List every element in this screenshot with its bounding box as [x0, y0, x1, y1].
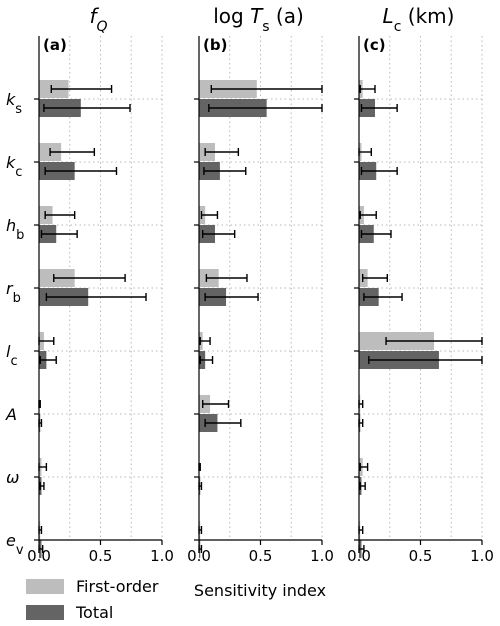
x-tick-label: 1.0: [310, 547, 334, 565]
y-tick-label-A: A: [5, 405, 17, 424]
error-bar-first-order-kc: [204, 148, 240, 156]
error-bar-total-hb: [360, 230, 392, 238]
x-tick-label: 0.0: [27, 547, 51, 565]
panel-title: log Ts (a): [213, 4, 304, 35]
panel-label: (b): [203, 36, 227, 54]
error-bar-first-order-ks: [50, 85, 113, 93]
error-bar-first-order-omega: [359, 463, 369, 471]
error-bar-total-hb: [201, 230, 236, 238]
error-bar-total-ks: [43, 104, 131, 112]
error-bar-total-rb: [363, 293, 403, 301]
panel-title: fQ: [89, 4, 107, 35]
error-bar-first-order-rb: [53, 274, 126, 282]
error-bar-total-lc: [199, 356, 214, 364]
legend-label-first-order: First-order: [76, 577, 159, 596]
legend: First-order Total: [26, 577, 159, 622]
x-tick-label: 1.0: [150, 547, 174, 565]
y-tick-label-lc: lc: [6, 342, 18, 369]
error-bar-first-order-A: [201, 400, 230, 408]
error-bar-first-order-kc: [49, 148, 96, 156]
error-bar-total-rb: [45, 293, 147, 301]
error-bar-total-hb: [40, 230, 78, 238]
panel-2: 0.0 0.5 1.0 (b)log Ts (a): [187, 4, 334, 565]
error-bar-first-order-lc: [199, 337, 211, 345]
error-bar-first-order-hb: [359, 211, 377, 219]
legend-swatch-first-order: [26, 579, 64, 594]
y-tick-label-rb: rb: [6, 279, 21, 306]
y-tick-label-hb: hb: [6, 216, 24, 243]
error-bar-total-omega: [39, 482, 45, 490]
error-bar-first-order-lc: [385, 337, 483, 345]
x-axis-label: Sensitivity index: [194, 581, 326, 600]
error-bar-total-lc: [39, 356, 57, 364]
error-bar-total-ev: [38, 545, 44, 553]
panel-1: 0.0 0.5 1.0 (a) fQ: [27, 4, 174, 565]
error-bar-first-order-ks: [359, 85, 376, 93]
x-tick-label: 0.5: [249, 547, 273, 565]
y-tick-label-omega: ω: [6, 468, 19, 487]
legend-swatch-total: [26, 605, 64, 620]
error-bar-total-omega: [359, 482, 366, 490]
error-bar-first-order-ks: [210, 85, 323, 93]
error-bar-total-ks: [360, 104, 398, 112]
x-tick-label: 0.5: [89, 547, 113, 565]
error-bar-total-kc: [360, 167, 398, 175]
y-tick-label-ks: ks: [6, 90, 22, 117]
x-tick-label: 1.0: [470, 547, 494, 565]
x-tick-label: 0.0: [187, 547, 211, 565]
panel-3: 0.0 0.5 1.0 (c)Lc (km): [347, 4, 494, 565]
x-tick-label: 0.0: [347, 547, 371, 565]
error-bar-total-kc: [203, 167, 247, 175]
error-bar-total-lc: [368, 356, 483, 364]
error-bar-first-order-rb: [205, 274, 248, 282]
error-bar-total-A: [204, 419, 242, 427]
x-tick-label: 0.5: [409, 547, 433, 565]
error-bar-total-ev: [198, 545, 203, 553]
error-bar-total-ks: [208, 104, 323, 112]
error-bar-first-order-hb: [200, 211, 219, 219]
legend-label-total: Total: [75, 603, 113, 622]
error-bar-total-kc: [44, 167, 118, 175]
error-bar-first-order-hb: [44, 211, 76, 219]
y-tick-label-ev: ev: [6, 531, 24, 558]
panel-title: Lc (km): [383, 4, 455, 35]
panel-label: (a): [43, 36, 67, 54]
error-bar-total-ev: [358, 545, 365, 553]
error-bar-first-order-rb: [361, 274, 388, 282]
y-tick-label-kc: kc: [6, 153, 22, 180]
error-bar-total-rb: [204, 293, 259, 301]
panel-label: (c): [363, 36, 386, 54]
